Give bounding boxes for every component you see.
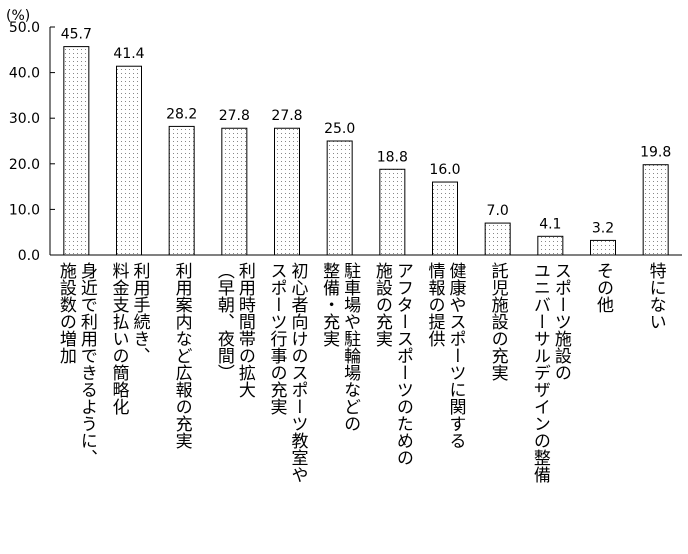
value-label: 45.7 [61,27,92,43]
category-label: 託児施設の充実 [488,262,509,381]
category-label: 情報の提供 [425,262,446,347]
value-label: 27.8 [271,108,302,124]
value-label: 28.2 [166,106,197,122]
y-tick-label: 40.0 [9,66,40,82]
y-tick-label: 10.0 [9,202,40,218]
bar [116,65,142,256]
value-label: 4.1 [539,216,561,232]
value-label: 27.8 [219,108,250,124]
bar [432,181,458,256]
category-label: 利用手続き、 [130,262,151,364]
bar [274,127,300,256]
category-label: 利用案内など広報の充実 [172,262,193,449]
category-label: 料金支払いの簡略化 [109,262,130,415]
category-label: 特にない [646,262,667,330]
category-label: 身近で利用できるように、 [77,262,98,466]
category-label: 施設の充実 [372,262,393,347]
value-label: 7.0 [487,203,509,219]
value-label: 3.2 [592,220,614,236]
value-label: 16.0 [429,162,460,178]
category-label: 施設数の増加 [56,262,77,364]
y-tick-label: 20.0 [9,157,40,173]
bar [63,46,90,256]
category-label: ユニバーサルデザインの整備 [530,262,551,484]
bar [642,164,669,256]
bar [168,125,195,256]
category-label: 駐車場や駐輪場などの [340,262,361,432]
category-label: 健康やスポーツに関する [446,262,467,449]
y-unit-label: (%) [6,8,30,24]
value-labels: 45.7 41.4 28.2 27.8 27.8 25.0 18.8 16.0 7.0 4.1 3.… [61,27,672,237]
category-label: 初心者向けのスポーツ教室や [288,262,309,483]
category-label: スポーツ施設の [551,262,572,381]
category-label: （早朝、夜間） [214,262,235,381]
y-tick-label: 0.0 [18,248,40,264]
category-label: 整備・充実 [319,262,340,347]
bar [379,168,406,256]
y-axis: 0.0 10.0 20.0 30.0 40.0 50.0 [9,20,682,264]
value-label: 25.0 [324,121,355,137]
value-label: 19.8 [640,145,671,161]
bars [63,46,669,256]
bar [221,127,248,256]
y-tick-label: 50.0 [9,20,40,36]
bar [590,239,616,256]
category-label: アフタースポーツのための [393,262,413,466]
category-label: 利用時間帯の拡大 [235,262,256,398]
y-tick-label: 30.0 [9,111,40,127]
value-label: 41.4 [113,46,144,62]
bar [537,235,564,256]
category-label: その他 [593,262,614,313]
value-label: 18.8 [377,149,408,165]
category-labels: 身近で利用できるように、施設数の増加 利用手続き、料金支払いの簡略化 利用案内など広… [56,262,666,484]
bar [484,222,511,256]
bar [326,140,353,256]
category-label: スポーツ行事の充実 [267,262,288,415]
